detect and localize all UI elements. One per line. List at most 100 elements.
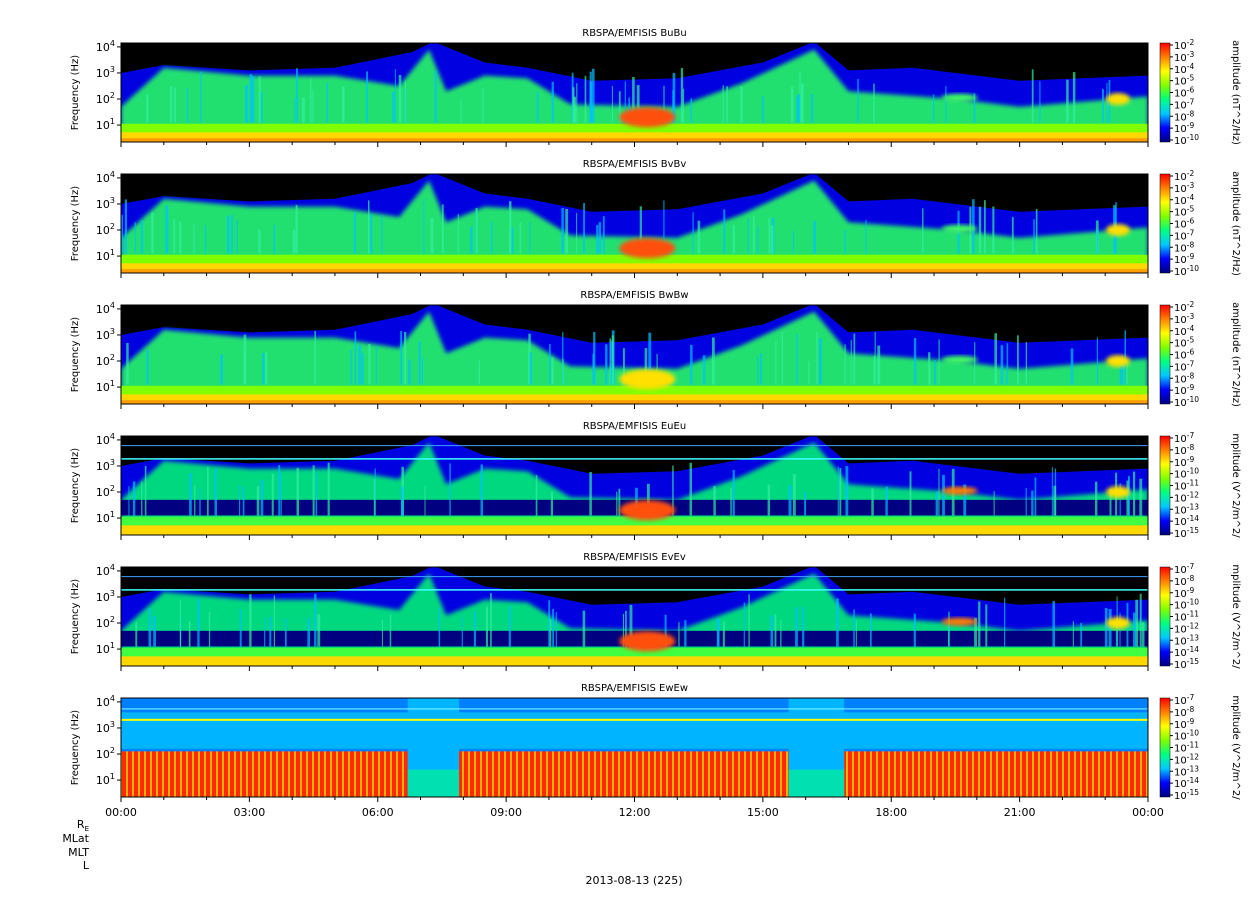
colorbar-tick-base: 10 [1174, 196, 1187, 207]
colorbar-tick-label: 10-10 [1174, 467, 1199, 481]
burst-streak [302, 97, 305, 123]
colorbar-tick-base: 10 [1174, 791, 1187, 802]
burst-streak [800, 83, 804, 123]
burst-streak [1096, 230, 1099, 254]
colorbar-tick-base: 10 [1174, 434, 1187, 445]
burst-streak [839, 468, 842, 516]
burst-streak [264, 617, 266, 647]
burst-streak [368, 344, 371, 385]
line-emission [121, 458, 1148, 460]
burst-streak [368, 200, 370, 254]
colorbar-tick-label: 10-7 [1174, 431, 1194, 445]
burst-streak [752, 216, 755, 254]
burst-streak [528, 333, 531, 385]
x-tick-label: 12:00 [619, 806, 651, 819]
burst-streak [249, 594, 252, 647]
burst-streak [1126, 480, 1129, 516]
burst-streak [1102, 88, 1104, 123]
y-tick-exponent: 3 [110, 720, 115, 729]
spectrogram-image [121, 305, 1148, 404]
burst-streak [877, 345, 881, 385]
burst-streak [256, 486, 260, 516]
burst-streak [723, 209, 726, 254]
colorbar-tick-label: 10-4 [1174, 324, 1194, 338]
colorbar-tick-exponent: -15 [1187, 657, 1199, 666]
low-freq-floor [121, 132, 1148, 142]
burst-streak [186, 87, 189, 123]
burst-streak [1000, 345, 1004, 385]
burst-streak [1096, 337, 1098, 385]
burst-streak [398, 75, 402, 123]
y-tick-label: 101 [96, 379, 115, 394]
burst-streak [790, 86, 794, 123]
burst-streak [596, 225, 599, 254]
colorbar: 10-210-310-410-510-610-710-810-910-10 amp… [1159, 300, 1241, 409]
colorbar-gradient [1159, 42, 1171, 143]
colorbar-tick-base: 10 [1174, 458, 1187, 469]
burst-streak [928, 352, 931, 385]
burst-streak [389, 614, 392, 647]
y-tick-exponent: 2 [110, 746, 115, 755]
colorbar-tick-exponent: -10 [1187, 133, 1199, 142]
burst-streak [697, 220, 701, 254]
colorbar-tick-exponent: -2 [1187, 38, 1195, 47]
y-tick-base: 10 [96, 250, 110, 263]
colorbar-tick-exponent: -4 [1187, 193, 1195, 202]
burst-streak [796, 333, 798, 385]
burst-streak [808, 360, 810, 385]
y-tick-base: 10 [96, 67, 110, 80]
colorbar-tick-label: 10-10 [1174, 264, 1199, 278]
colorbar-tick-exponent: -4 [1187, 324, 1195, 333]
burst-streak [562, 332, 564, 385]
y-tick-base: 10 [96, 434, 110, 447]
colorbar-tick-label: 10-11 [1174, 610, 1199, 624]
burst-streak [1011, 217, 1014, 254]
y-tick-label: 102 [96, 91, 115, 106]
burst-streak [985, 604, 988, 647]
y-tick-exponent: 2 [110, 222, 115, 231]
colorbar-tick-base: 10 [1174, 755, 1187, 766]
colorbar-tick-exponent: -8 [1187, 371, 1195, 380]
burst-streak [1006, 343, 1009, 385]
y-tick-label: 102 [96, 484, 115, 499]
burst-streak [618, 488, 621, 516]
colorbar-tick-base: 10 [1174, 493, 1187, 504]
y-tick-exponent: 4 [110, 301, 115, 310]
burst-streak [938, 339, 940, 385]
colorbar-tick-base: 10 [1174, 779, 1187, 790]
burst-streak [855, 620, 857, 647]
burst-streak [317, 614, 321, 647]
colorbar-tick-label: 10-15 [1174, 526, 1199, 540]
burst-streak [813, 220, 816, 254]
burst-streak [146, 350, 149, 385]
colorbar-tick-label: 10-8 [1174, 705, 1194, 719]
colorbar-tick-exponent: -2 [1187, 169, 1195, 178]
burst-streak [622, 613, 624, 647]
burst-streak [307, 617, 310, 647]
burst-streak [358, 345, 362, 385]
burst-streak [994, 333, 997, 385]
burst-streak [366, 71, 368, 123]
burst-streak [421, 357, 424, 385]
y-tick-base: 10 [96, 172, 110, 185]
emission-patch [941, 93, 978, 102]
burst-streak [963, 484, 967, 516]
colorbar: 10-710-810-910-1010-1110-1210-1310-1410-… [1159, 431, 1241, 540]
colorbar-tick-base: 10 [1174, 53, 1187, 64]
y-tick-exponent: 1 [110, 772, 115, 781]
colorbar-tick-base: 10 [1174, 589, 1187, 600]
colorbar-tick-exponent: -12 [1187, 490, 1199, 499]
burst-streak [124, 199, 127, 254]
colorbar-tick-base: 10 [1174, 327, 1187, 338]
y-tick-base: 10 [96, 381, 110, 394]
burst-streak [796, 96, 799, 123]
ephemeris-label: L [83, 859, 90, 872]
colorbar-tick-label: 10-12 [1174, 490, 1199, 504]
colorbar-tick-exponent: -10 [1187, 729, 1199, 738]
colorbar-tick-base: 10 [1174, 41, 1187, 52]
burst-streak [732, 469, 735, 516]
burst-streak [663, 200, 665, 254]
panel-title: RBSPA/EMFISIS BwBw [580, 290, 688, 301]
burst-streak [1080, 622, 1083, 647]
